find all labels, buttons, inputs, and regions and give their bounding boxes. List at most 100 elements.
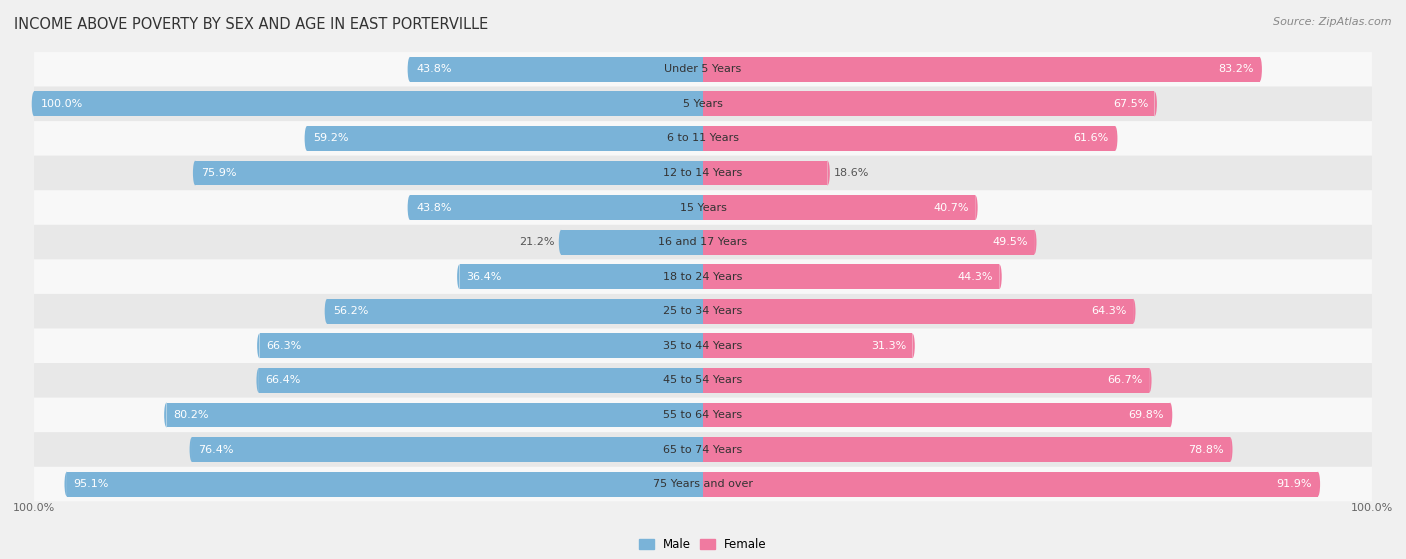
Bar (703, 402, 1170, 428)
Text: 69.8%: 69.8% (1128, 410, 1164, 420)
Wedge shape (65, 472, 67, 496)
Bar (703, 437, 1230, 462)
Bar (259, 368, 703, 393)
Text: Source: ZipAtlas.com: Source: ZipAtlas.com (1274, 17, 1392, 27)
Wedge shape (165, 402, 166, 428)
Bar (411, 195, 703, 220)
Bar (703, 160, 827, 186)
Bar (703, 472, 1317, 496)
Text: 67.5%: 67.5% (1114, 99, 1149, 109)
Text: 49.5%: 49.5% (993, 237, 1028, 247)
FancyBboxPatch shape (34, 363, 1372, 397)
FancyBboxPatch shape (34, 397, 1372, 432)
Wedge shape (408, 195, 411, 220)
Text: 91.9%: 91.9% (1277, 479, 1312, 489)
Text: 16 and 17 Years: 16 and 17 Years (658, 237, 748, 247)
Text: 6 to 11 Years: 6 to 11 Years (666, 134, 740, 144)
Text: 83.2%: 83.2% (1218, 64, 1253, 74)
FancyBboxPatch shape (34, 87, 1372, 121)
Wedge shape (457, 264, 460, 289)
Bar (703, 92, 1154, 116)
Text: 45 to 54 Years: 45 to 54 Years (664, 376, 742, 385)
Text: 100.0%: 100.0% (13, 504, 55, 514)
Text: 15 Years: 15 Years (679, 202, 727, 212)
Wedge shape (1133, 299, 1136, 324)
Text: 64.3%: 64.3% (1091, 306, 1126, 316)
Bar (195, 160, 703, 186)
Text: Under 5 Years: Under 5 Years (665, 64, 741, 74)
Text: 36.4%: 36.4% (465, 272, 501, 282)
FancyBboxPatch shape (34, 259, 1372, 294)
Bar (561, 230, 703, 254)
Bar (703, 126, 1115, 151)
Bar (703, 230, 1033, 254)
Text: 18 to 24 Years: 18 to 24 Years (664, 272, 742, 282)
Text: 43.8%: 43.8% (416, 202, 451, 212)
Text: 80.2%: 80.2% (173, 410, 208, 420)
Wedge shape (912, 333, 915, 358)
Wedge shape (1115, 126, 1118, 151)
Bar (703, 264, 1000, 289)
FancyBboxPatch shape (34, 467, 1372, 501)
Text: 66.7%: 66.7% (1108, 376, 1143, 385)
Bar (703, 57, 1260, 82)
Wedge shape (1149, 368, 1152, 393)
Wedge shape (190, 437, 193, 462)
Wedge shape (305, 126, 307, 151)
Text: 78.8%: 78.8% (1188, 444, 1223, 454)
Wedge shape (558, 230, 561, 254)
Wedge shape (1170, 402, 1173, 428)
Wedge shape (1000, 264, 1001, 289)
Text: 25 to 34 Years: 25 to 34 Years (664, 306, 742, 316)
Bar (193, 437, 703, 462)
FancyBboxPatch shape (34, 225, 1372, 259)
Text: 100.0%: 100.0% (41, 99, 83, 109)
FancyBboxPatch shape (34, 156, 1372, 190)
Text: 55 to 64 Years: 55 to 64 Years (664, 410, 742, 420)
Text: 5 Years: 5 Years (683, 99, 723, 109)
Wedge shape (256, 368, 259, 393)
Text: 35 to 44 Years: 35 to 44 Years (664, 341, 742, 351)
Text: 31.3%: 31.3% (870, 341, 905, 351)
Text: 40.7%: 40.7% (934, 202, 969, 212)
FancyBboxPatch shape (34, 329, 1372, 363)
FancyBboxPatch shape (34, 294, 1372, 329)
Wedge shape (1230, 437, 1233, 462)
Bar (460, 264, 703, 289)
Bar (328, 299, 703, 324)
Wedge shape (827, 160, 830, 186)
Text: 44.3%: 44.3% (957, 272, 993, 282)
Wedge shape (325, 299, 328, 324)
Text: 76.4%: 76.4% (198, 444, 233, 454)
FancyBboxPatch shape (34, 121, 1372, 156)
Text: 65 to 74 Years: 65 to 74 Years (664, 444, 742, 454)
Bar (260, 333, 703, 358)
FancyBboxPatch shape (34, 52, 1372, 87)
Text: INCOME ABOVE POVERTY BY SEX AND AGE IN EAST PORTERVILLE: INCOME ABOVE POVERTY BY SEX AND AGE IN E… (14, 17, 488, 32)
Bar (411, 57, 703, 82)
Wedge shape (257, 333, 260, 358)
Wedge shape (976, 195, 977, 220)
Bar (703, 299, 1133, 324)
Text: 75.9%: 75.9% (201, 168, 238, 178)
Bar (34, 92, 703, 116)
Text: 18.6%: 18.6% (834, 168, 869, 178)
Bar (703, 195, 976, 220)
Text: 95.1%: 95.1% (73, 479, 108, 489)
Text: 61.6%: 61.6% (1074, 134, 1109, 144)
Wedge shape (32, 92, 34, 116)
Text: 21.2%: 21.2% (519, 237, 554, 247)
Legend: Male, Female: Male, Female (634, 534, 772, 556)
Bar (166, 402, 703, 428)
Text: 59.2%: 59.2% (314, 134, 349, 144)
Wedge shape (193, 160, 195, 186)
Wedge shape (1033, 230, 1036, 254)
Wedge shape (408, 57, 411, 82)
Wedge shape (1260, 57, 1263, 82)
Wedge shape (1154, 92, 1157, 116)
Text: 56.2%: 56.2% (333, 306, 368, 316)
Text: 66.3%: 66.3% (266, 341, 301, 351)
Text: 66.4%: 66.4% (266, 376, 301, 385)
Bar (703, 368, 1149, 393)
Text: 100.0%: 100.0% (1351, 504, 1393, 514)
